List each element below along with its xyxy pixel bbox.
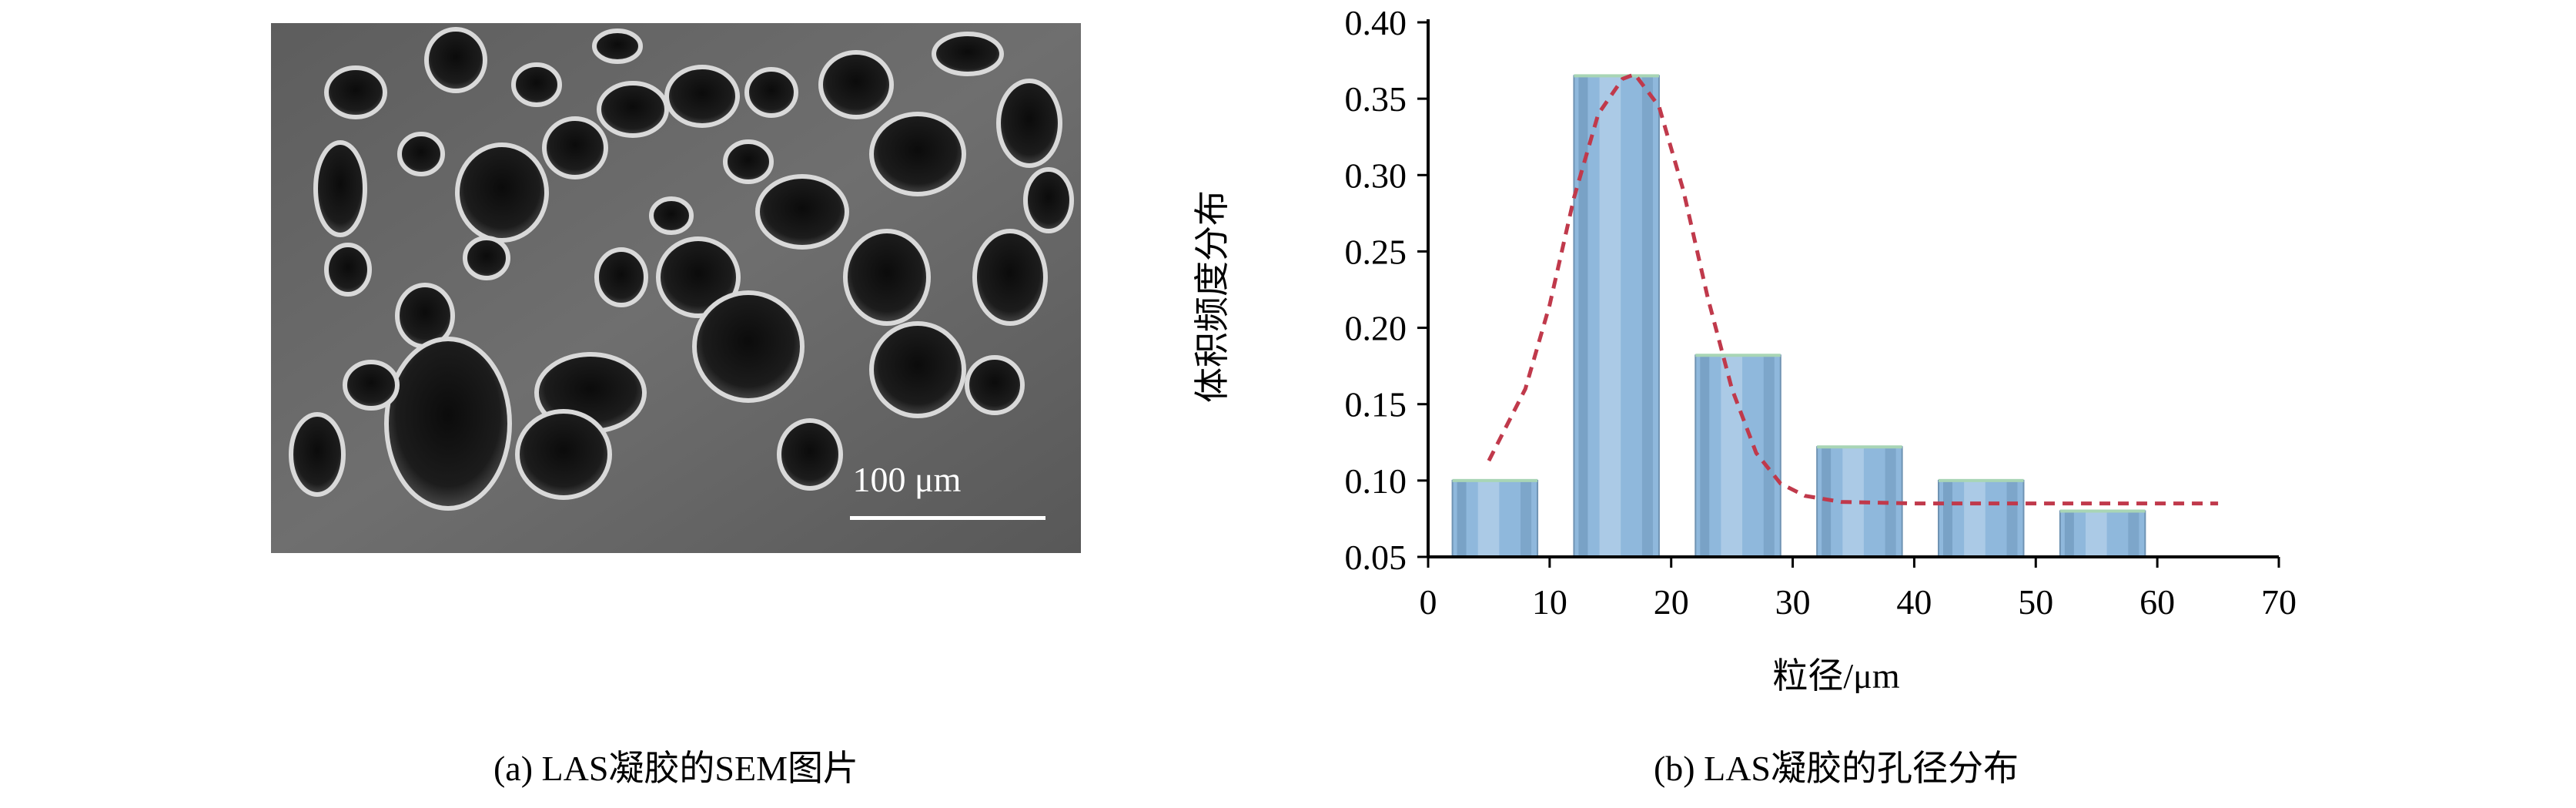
sem-pores [289,27,1074,511]
bar-shade-right [1763,355,1775,557]
bar-highlight [2086,511,2107,557]
bar-highlight [1721,355,1743,557]
bar-1 [1451,478,1539,558]
x-tick-label: 20 [1654,582,1689,622]
bar-shade-right [2128,511,2139,557]
bar-top-edge [1452,478,1538,482]
sem-pore [869,321,966,418]
bar-shade-right [1885,447,1896,557]
x-tick-label: 60 [2139,582,2175,622]
fit-curve [1487,72,2219,506]
sem-pore [692,290,805,403]
bar-top-edge [1574,74,1659,78]
bar-6 [2059,509,2146,558]
sem-pore [869,112,966,196]
sem-pore [744,67,798,118]
sem-pore [932,32,1004,76]
bar-top-edge [1939,478,2024,482]
sem-pore [664,65,740,128]
scale-bar-label: 100 μm [853,460,962,499]
axes-layer [1427,19,2279,558]
sem-pore [455,142,549,243]
sem-pore [818,50,894,119]
y-axis-label: 体积频度分布 [1193,190,1232,403]
bar-shade-left [1822,447,1832,557]
sem-pore [649,196,694,235]
bar-shade-right [1521,480,1532,557]
bar-highlight [1477,480,1500,557]
bar-3 [1694,354,1781,558]
sem-pore [843,229,931,326]
sem-pore [656,236,741,318]
ticks-layer: 0.05 0.10 0.15 0.20 0.25 0.30 0.35 0.40 0 10 20 30 4… [1345,3,2297,622]
y-tick-label: 0.15 [1345,385,1407,424]
sem-pore [592,28,643,64]
scale-bar-line [850,516,1045,520]
sem-micrograph: 100 μm [271,23,1081,553]
sem-pore [965,355,1025,415]
sem-pore [424,27,487,93]
bar-shade-left [1457,480,1467,557]
sem-pore [397,132,445,176]
x-tick-label: 40 [1896,582,1932,622]
sem-pore [996,79,1062,168]
bar-shade-right [2006,480,2018,557]
y-tick-label: 0.30 [1345,156,1407,195]
pore-size-chart: 0.05 0.10 0.15 0.20 0.25 0.30 0.35 0.40 0 10 20 30 4… [1178,0,2333,696]
caption-b: (b) LAS凝胶的孔径分布 [1653,749,2019,788]
bar-highlight [1964,480,1986,557]
bar-shade-left [1943,480,1952,557]
bar-shade-right [1641,75,1653,557]
sem-pore [384,337,512,511]
sem-pore [511,62,562,107]
bar-highlight [1599,75,1621,557]
bar-shade-left [1700,355,1710,557]
x-tick-label: 70 [2261,582,2297,622]
y-tick-label: 0.25 [1345,232,1407,271]
bar-5 [1938,478,2025,558]
bars-layer [1451,74,2146,558]
bar-top-edge [1817,445,1902,449]
bar-2 [1573,74,1660,558]
y-tick-label: 0.05 [1345,538,1407,577]
y-tick-label: 0.35 [1345,79,1407,119]
sem-pore [324,65,387,119]
caption-a: (a) LAS凝胶的SEM图片 [493,749,859,788]
sem-image: 100 μm [271,23,1081,553]
sem-pore [343,360,400,411]
sem-pore [597,81,669,138]
bar-shade-left [1578,75,1588,557]
sem-pore [542,116,608,179]
sem-pore [972,229,1048,326]
bar-top-edge [1695,354,1781,357]
y-tick-label: 0.10 [1345,461,1407,501]
sem-pore [324,243,372,297]
sem-pore [1023,167,1074,233]
y-tick-label: 0.20 [1345,309,1407,348]
fit-curve-layer [1487,72,2219,506]
x-tick-label: 10 [1532,582,1567,622]
sem-pore [755,174,849,250]
sem-pore [723,139,774,184]
sem-pore [313,140,367,237]
sem-pore [777,418,843,491]
sem-pore [289,412,346,497]
y-tick-label: 0.40 [1345,3,1407,42]
x-axis-label: 粒径/μm [1772,656,1899,693]
bar-top-edge [2059,509,2146,513]
sem-pore [463,236,510,280]
sem-pore [515,409,612,500]
sem-pore [594,247,648,307]
chart-svg: 0.05 0.10 0.15 0.20 0.25 0.30 0.35 0.40 0 10 20 30 4… [1193,3,2297,696]
x-tick-label: 0 [1420,582,1437,622]
x-tick-label: 50 [2018,582,2053,622]
sem-scale-bar: 100 μm [850,460,1045,520]
bar-shade-left [2064,511,2074,557]
x-tick-label: 30 [1775,582,1811,622]
